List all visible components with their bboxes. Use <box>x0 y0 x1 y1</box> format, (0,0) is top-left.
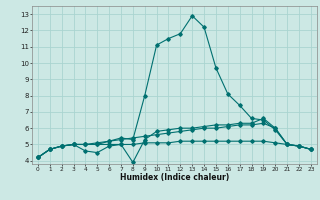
X-axis label: Humidex (Indice chaleur): Humidex (Indice chaleur) <box>120 173 229 182</box>
